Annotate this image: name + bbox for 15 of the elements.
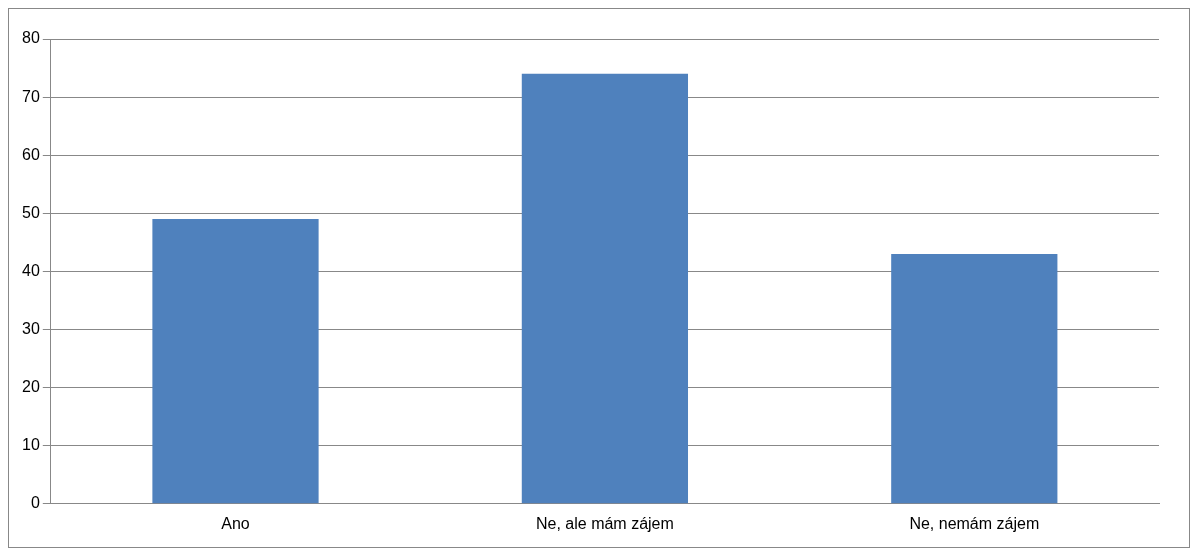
y-tick-label: 70 [22,87,40,105]
y-tick-label: 10 [22,436,40,454]
y-tick-label: 50 [22,203,40,221]
x-tick-label: Ano [221,514,250,532]
y-tick-label: 0 [30,494,40,512]
bar [152,219,319,504]
y-tick-label: 20 [22,378,40,396]
bar [521,73,689,504]
y-tick-label: 80 [22,29,40,47]
bar [891,253,1058,504]
y-tick-label: 30 [22,319,40,337]
y-tick-label: 60 [22,145,40,163]
y-tick-label: 40 [22,261,40,279]
x-tick-label: Ne, ale mám zájem [535,514,674,532]
x-tick-label: Ne, nemám zájem [909,514,1040,532]
